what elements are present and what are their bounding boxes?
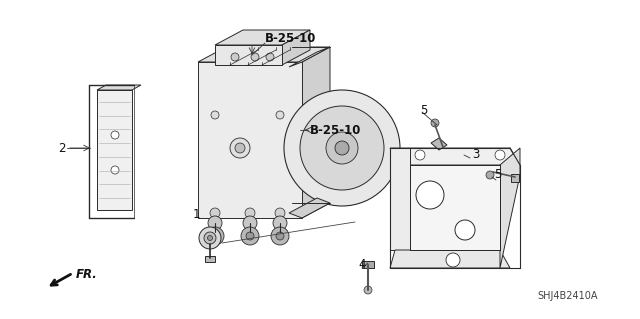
Circle shape [207, 235, 212, 241]
Text: 2: 2 [58, 142, 65, 154]
Circle shape [300, 106, 384, 190]
Text: FR.: FR. [76, 269, 98, 281]
Circle shape [364, 286, 372, 294]
Text: 4: 4 [358, 258, 365, 271]
Text: B-25-10: B-25-10 [310, 123, 362, 137]
Circle shape [206, 227, 224, 245]
Text: B-25-10: B-25-10 [265, 32, 316, 44]
Circle shape [416, 181, 444, 209]
Text: 5: 5 [494, 168, 501, 182]
Circle shape [235, 143, 245, 153]
Circle shape [204, 232, 216, 244]
Polygon shape [390, 148, 520, 165]
Polygon shape [390, 250, 510, 268]
Circle shape [335, 141, 349, 155]
Circle shape [199, 227, 221, 249]
Polygon shape [205, 256, 215, 262]
Circle shape [455, 220, 475, 240]
Circle shape [111, 131, 119, 139]
Circle shape [211, 111, 219, 119]
Circle shape [273, 216, 287, 230]
Circle shape [276, 111, 284, 119]
Circle shape [230, 138, 250, 158]
Polygon shape [410, 165, 500, 250]
Circle shape [210, 208, 220, 218]
Circle shape [276, 232, 284, 240]
Polygon shape [511, 174, 519, 182]
Polygon shape [215, 30, 310, 45]
Circle shape [211, 232, 219, 240]
Circle shape [251, 53, 259, 61]
Circle shape [446, 253, 460, 267]
Circle shape [275, 208, 285, 218]
Polygon shape [198, 62, 302, 218]
Circle shape [231, 53, 239, 61]
Polygon shape [97, 90, 132, 210]
Polygon shape [362, 261, 374, 268]
Circle shape [245, 208, 255, 218]
Polygon shape [431, 138, 447, 150]
Circle shape [415, 150, 425, 160]
Circle shape [486, 171, 494, 179]
Circle shape [111, 166, 119, 174]
Circle shape [495, 150, 505, 160]
Circle shape [241, 227, 259, 245]
Circle shape [431, 119, 439, 127]
Polygon shape [289, 47, 330, 67]
Circle shape [284, 90, 400, 206]
Polygon shape [289, 198, 330, 218]
Polygon shape [97, 85, 141, 90]
Circle shape [243, 216, 257, 230]
Circle shape [246, 232, 254, 240]
Circle shape [271, 227, 289, 245]
Polygon shape [215, 45, 282, 65]
Circle shape [326, 132, 358, 164]
Text: 5: 5 [420, 103, 428, 116]
Polygon shape [302, 47, 330, 218]
Text: SHJ4B2410A: SHJ4B2410A [537, 291, 598, 301]
Polygon shape [282, 30, 310, 65]
Text: 1: 1 [193, 209, 200, 221]
Circle shape [208, 216, 222, 230]
Polygon shape [390, 148, 410, 250]
Polygon shape [500, 148, 520, 268]
Text: 3: 3 [472, 149, 479, 161]
Circle shape [266, 53, 274, 61]
Polygon shape [198, 47, 330, 62]
